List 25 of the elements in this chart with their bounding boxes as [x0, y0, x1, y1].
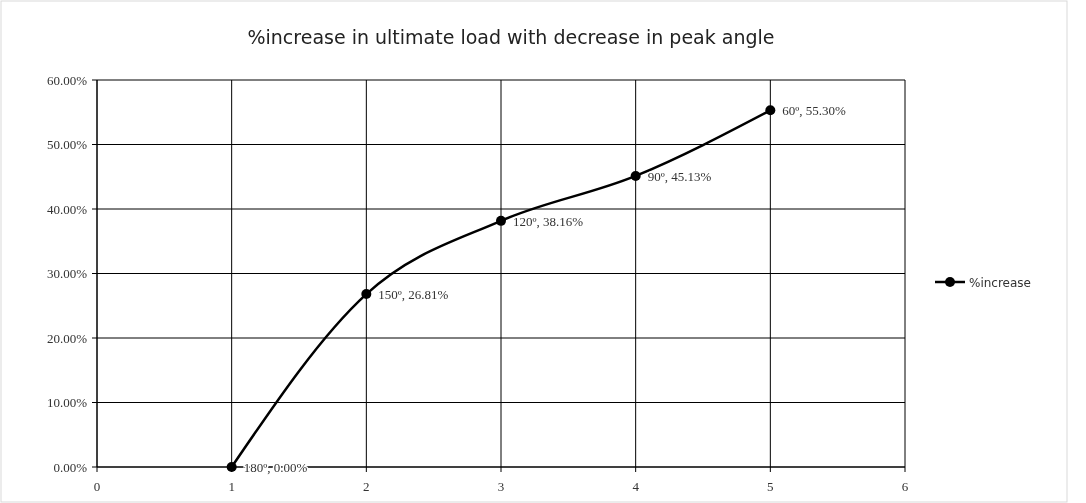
point	[361, 289, 372, 300]
y-tick-label: 50.00%	[46, 137, 88, 152]
x-tick-label: 3	[497, 479, 505, 494]
data-label: 150º, 26.81%	[378, 287, 449, 303]
x-tick-label: 4	[632, 479, 640, 494]
y-tick-label: 40.00%	[46, 201, 88, 217]
x-tick-label: 1	[228, 479, 235, 494]
point	[226, 462, 237, 472]
y-tick-label: 0.00%	[53, 459, 88, 475]
data-label: 90º, 45.13%	[647, 168, 712, 184]
point	[496, 215, 506, 226]
point	[765, 105, 776, 116]
x-tick-label: 5	[767, 479, 774, 494]
legend-label: %increase	[969, 275, 1031, 290]
x-tick-label: 2	[363, 479, 370, 494]
data-label: 60º, 55.30%	[782, 103, 847, 119]
y-tick-label: 10.00%	[46, 395, 88, 410]
point	[630, 170, 641, 181]
chart-title: %increase in ultimate load with decrease in peak angle	[247, 26, 775, 48]
y-tick-label: 60.00%	[46, 72, 88, 88]
y-tick-label: 20.00%	[46, 330, 88, 346]
x-tick-label: 0	[93, 479, 101, 494]
data-label: 120º, 38.16%	[513, 213, 584, 229]
x-tick-label: 6	[901, 479, 909, 494]
y-tick-label: 30.00%	[46, 266, 88, 281]
